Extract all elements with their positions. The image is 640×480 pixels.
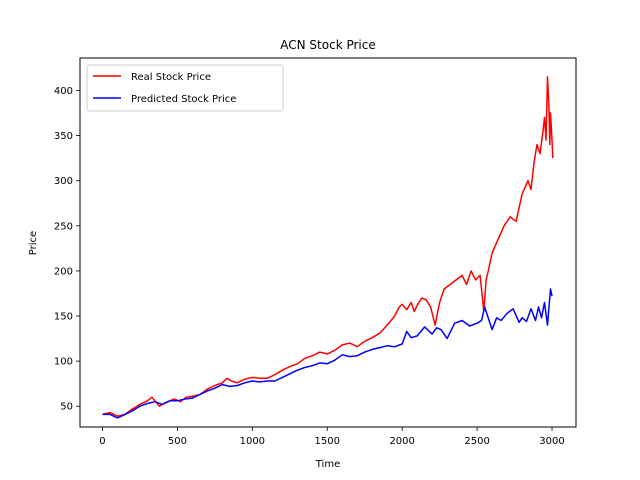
x-tick-label: 0 [99, 436, 105, 447]
legend-box [86, 64, 284, 112]
legend: Real Stock Price Predicted Stock Price [86, 64, 284, 112]
x-tick-label: 2000 [389, 436, 414, 447]
x-axis-title: Time [315, 459, 340, 470]
y-tick-label: 250 [54, 221, 73, 232]
plot-frame [79, 57, 577, 428]
x-tick-label: 1500 [315, 436, 340, 447]
y-tick-label: 200 [54, 266, 73, 277]
x-axis: 0 500 1000 1500 2000 2500 3000 [99, 427, 565, 447]
x-tick-label: 3000 [539, 436, 564, 447]
x-tick-label: 2500 [464, 436, 489, 447]
y-tick-label: 300 [54, 176, 73, 187]
plot-area [79, 57, 577, 428]
y-tick-label: 150 [54, 312, 73, 323]
series-line-real [102, 76, 554, 417]
series-line-predicted [102, 288, 553, 419]
y-axis: 50 100 150 200 250 300 350 400 [54, 86, 80, 413]
y-tick-label: 350 [54, 131, 73, 142]
y-tick-label: 400 [54, 86, 73, 97]
chart-title: ACN Stock Price [280, 38, 375, 52]
x-tick-label: 500 [168, 436, 187, 447]
legend-label-predicted: Predicted Stock Price [131, 94, 236, 105]
y-tick-label: 50 [60, 402, 73, 413]
y-axis-title: Price [28, 231, 39, 255]
series-layer [102, 76, 554, 419]
legend-label-real: Real Stock Price [131, 72, 211, 83]
x-tick-label: 1000 [240, 436, 265, 447]
y-tick-label: 100 [54, 357, 73, 368]
